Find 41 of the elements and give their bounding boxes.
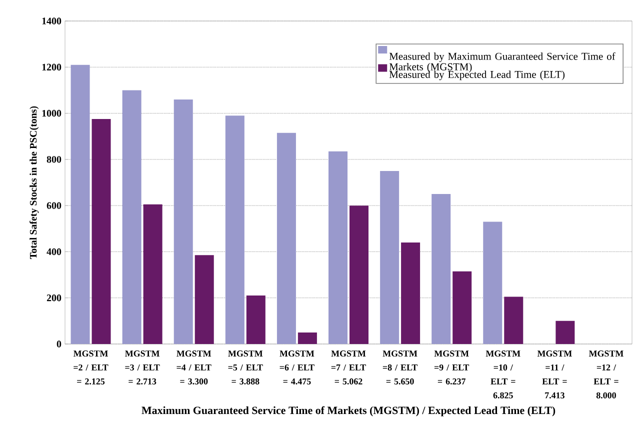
y-tick-label: 800 [46,156,62,163]
bar [432,194,451,344]
x-tick-label: MGSTM =3 / ELT = 2.713 [125,350,160,384]
bar [246,296,266,344]
y-tick-label: 600 [46,202,62,209]
bar [452,271,472,344]
x-tick-label: MGSTM =6 / ELT = 4.475 [280,350,314,384]
bar [380,170,400,344]
x-tick-label: MGSTM =10 / ELT = 6.825 [486,350,520,398]
bar [276,132,296,344]
x-axis-title: Maximum Guaranteed Service Time of Markets (MGSTM) / Expected Lead Time (ELT) [142,406,556,416]
x-tick-label: MGSTM =4 / ELT = 3.300 [176,350,212,384]
bar [143,204,162,344]
x-tick-label: MGSTM =11 / ELT = 7.413 [537,350,572,398]
y-tick-label: 200 [46,294,62,302]
bar [504,296,524,344]
x-tick-label: MGSTM =12 / ELT = 8.000 [588,350,624,398]
y-tick-label: 1400 [42,18,62,24]
bar [350,206,368,344]
bar [70,64,90,344]
bar [174,99,193,344]
bar [225,116,244,344]
bar [194,255,214,344]
bar [401,242,420,344]
bar [298,332,317,344]
legend-label: Measured by Expected Lead Time (ELT) [389,70,565,80]
bar [556,320,575,344]
x-tick-label: MGSTM =9 / ELT = 6.237 [434,350,470,384]
bar [122,90,142,344]
x-tick-label: MGSTM =7 / ELT = 5.062 [331,350,366,384]
x-tick-label: MGSTM =5 / ELT = 3.888 [228,350,263,384]
bar [92,119,111,344]
y-axis-title: Total Safety Stocks in the PSC(tons) [30,106,39,259]
bar [328,151,348,344]
x-tick-label: MGSTM =8 / ELT = 5.650 [382,350,418,384]
x-tick-label: MGSTM =2 / ELT = 2.125 [73,350,108,384]
y-tick-label: 400 [46,248,62,256]
y-tick-label: 1000 [42,110,62,117]
y-tick-label: 1200 [42,64,62,70]
bar [483,222,502,344]
y-tick-label: 0 [56,340,62,348]
